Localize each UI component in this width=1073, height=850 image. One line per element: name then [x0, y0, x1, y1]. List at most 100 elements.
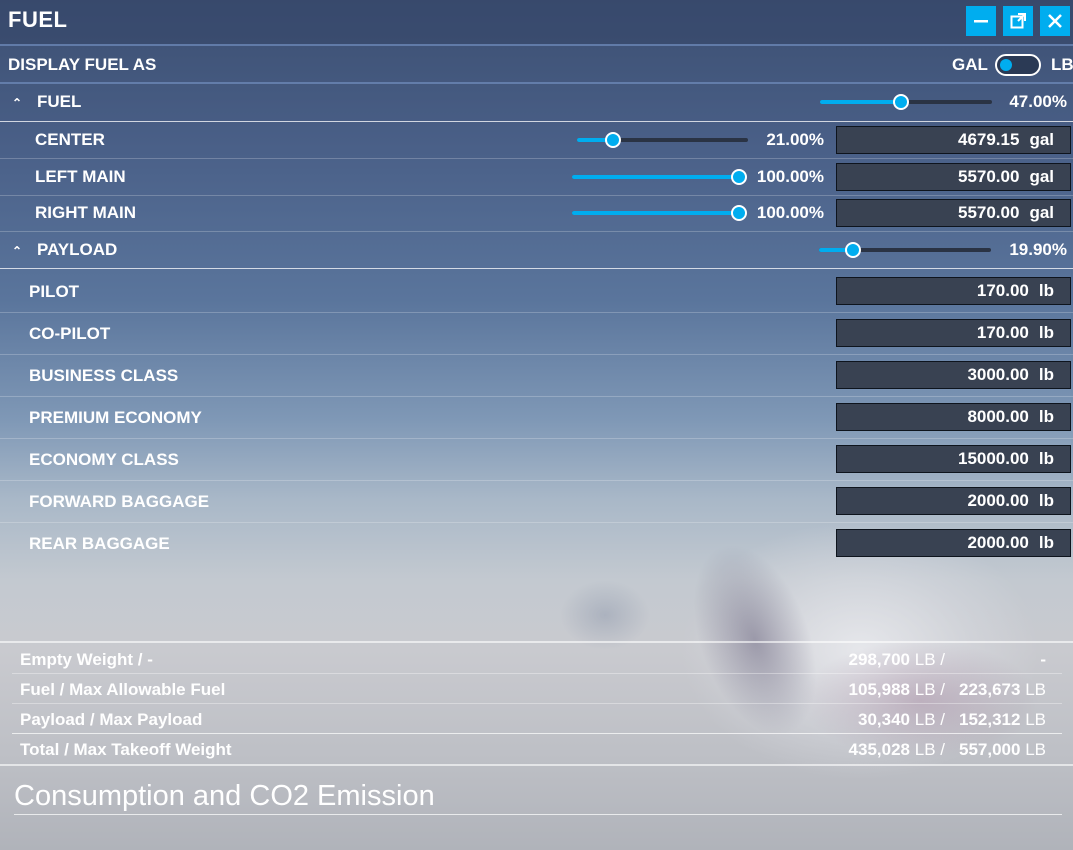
fuel-total-percent: 47.00%: [1009, 92, 1067, 111]
station-weight-unit: lb: [1038, 365, 1054, 384]
summary-current: 105,988: [848, 680, 910, 699]
tank-name: RIGHT MAIN: [35, 203, 137, 222]
unit-option-lb[interactable]: LB: [1051, 55, 1073, 74]
toggle-knob: [1000, 59, 1012, 71]
tank-quantity-unit: gal: [1029, 167, 1054, 186]
divider: [0, 396, 1073, 397]
station-name: ECONOMY CLASS: [29, 450, 179, 469]
station-weight-unit: lb: [1038, 281, 1054, 300]
summary-current: 30,340: [858, 710, 910, 729]
tank-slider[interactable]: [572, 169, 747, 185]
minimize-button[interactable]: [966, 6, 996, 36]
divider: [0, 522, 1073, 523]
divider: [0, 44, 1073, 46]
divider: [14, 814, 1062, 815]
station-weight-input[interactable]: 8000.00 lb: [836, 403, 1071, 431]
slider-fill: [572, 211, 739, 215]
tank-slider[interactable]: [577, 132, 748, 148]
divider: [0, 438, 1073, 439]
summary-max-unit: LB: [1025, 740, 1046, 759]
summary-max: -: [940, 650, 1046, 670]
consumption-section-title[interactable]: Consumption and CO2 Emission: [14, 780, 435, 812]
station-weight-input[interactable]: 170.00 lb: [836, 319, 1071, 347]
close-button[interactable]: [1040, 6, 1070, 36]
collapse-fuel-icon[interactable]: ⌃: [12, 96, 23, 110]
summary-current: 435,028: [848, 740, 910, 759]
tank-quantity-value: 5570.00: [957, 203, 1020, 222]
summary-current-unit: LB: [914, 740, 936, 759]
slider-handle[interactable]: [604, 132, 621, 148]
fuel-section-title[interactable]: FUEL: [37, 92, 82, 111]
divider: [12, 673, 1062, 674]
station-weight-input[interactable]: 2000.00 lb: [836, 487, 1071, 515]
tank-percent: 100.00%: [756, 167, 824, 186]
station-weight-value: 2000.00: [967, 491, 1029, 510]
divider: [0, 480, 1073, 481]
summary-slash: /: [940, 710, 945, 729]
slider-fill: [819, 248, 854, 252]
station-weight-input[interactable]: 2000.00 lb: [836, 529, 1071, 557]
summary-value: 298,700 LB /: [760, 650, 945, 670]
station-weight-unit: lb: [1038, 491, 1054, 510]
summary-current-unit: LB: [914, 650, 936, 669]
station-name: CO-PILOT: [29, 324, 111, 343]
station-weight-value: 15000.00: [957, 449, 1029, 468]
station-weight-input[interactable]: 3000.00 lb: [836, 361, 1071, 389]
display-fuel-as-label: DISPLAY FUEL AS: [8, 55, 157, 74]
station-name: PILOT: [29, 282, 80, 301]
summary-slash: /: [940, 650, 945, 669]
summary-value: 435,028 LB /: [760, 740, 945, 760]
close-icon: [1048, 14, 1062, 28]
background-cloud: [560, 580, 650, 650]
summary-current: 298,700: [848, 650, 910, 669]
summary-max-unit: LB: [1025, 680, 1046, 699]
station-name: BUSINESS CLASS: [29, 366, 179, 385]
minimize-icon: [974, 20, 988, 23]
summary-current-unit: LB: [914, 710, 936, 729]
summary-max-value: -: [1040, 650, 1046, 669]
slider-handle[interactable]: [731, 205, 747, 221]
summary-max-value: 223,673: [959, 680, 1021, 699]
station-weight-value: 8000.00: [967, 407, 1029, 426]
unit-option-gal[interactable]: GAL: [952, 55, 988, 74]
tank-percent: 100.00%: [756, 203, 824, 222]
slider-fill: [572, 175, 739, 179]
station-weight-unit: lb: [1038, 323, 1054, 342]
divider: [0, 354, 1073, 355]
payload-section-title[interactable]: PAYLOAD: [37, 240, 118, 259]
tank-quantity-unit: gal: [1029, 130, 1054, 149]
summary-max: 557,000 LB: [940, 740, 1046, 760]
station-weight-value: 3000.00: [967, 365, 1029, 384]
slider-handle[interactable]: [731, 169, 747, 185]
tank-quantity-input[interactable]: 5570.00 gal: [836, 199, 1071, 227]
tank-quantity-input[interactable]: 4679.15 gal: [836, 126, 1071, 154]
divider: [12, 703, 1062, 704]
station-weight-value: 170.00: [976, 281, 1029, 300]
tank-slider[interactable]: [572, 205, 747, 221]
station-weight-input[interactable]: 15000.00 lb: [836, 445, 1071, 473]
divider: [0, 231, 1073, 232]
tank-quantity-input[interactable]: 5570.00 gal: [836, 163, 1071, 191]
divider: [0, 82, 1073, 84]
slider-fill: [820, 100, 901, 104]
collapse-payload-icon[interactable]: ⌃: [12, 244, 23, 258]
popout-button[interactable]: [1003, 6, 1033, 36]
fuel-unit-toggle[interactable]: [995, 54, 1041, 76]
tank-name: CENTER: [35, 130, 105, 149]
summary-max: 152,312 LB: [940, 710, 1046, 730]
tank-quantity-value: 5570.00: [957, 167, 1020, 186]
station-weight-unit: lb: [1038, 407, 1054, 426]
station-weight-input[interactable]: 170.00 lb: [836, 277, 1071, 305]
payload-total-slider[interactable]: [819, 242, 991, 258]
divider: [0, 641, 1073, 643]
station-weight-value: 2000.00: [967, 533, 1029, 552]
station-name: FORWARD BAGGAGE: [29, 492, 210, 511]
slider-handle[interactable]: [892, 94, 909, 110]
fuel-total-slider[interactable]: [820, 94, 992, 110]
divider: [0, 158, 1073, 159]
tank-quantity-value: 4679.15: [957, 130, 1020, 149]
summary-label: Fuel / Max Allowable Fuel: [20, 680, 226, 699]
summary-value: 30,340 LB /: [760, 710, 945, 730]
popout-icon: [1010, 13, 1026, 29]
slider-handle[interactable]: [845, 242, 862, 258]
